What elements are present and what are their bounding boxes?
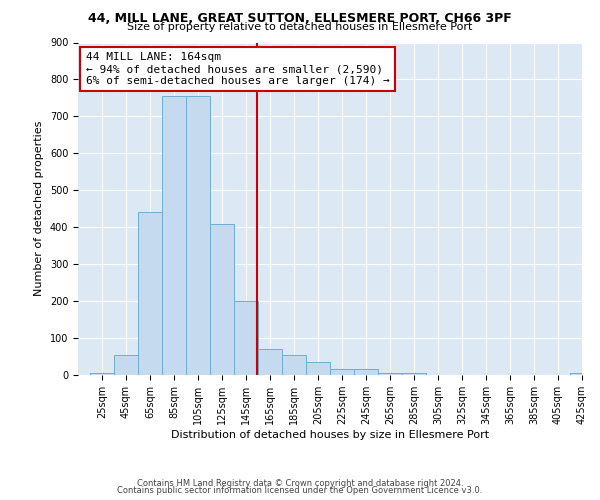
Bar bbox=[331, 370, 354, 375]
Bar bbox=[283, 354, 306, 375]
Text: 44 MILL LANE: 164sqm
← 94% of detached houses are smaller (2,590)
6% of semi-det: 44 MILL LANE: 164sqm ← 94% of detached h… bbox=[86, 52, 389, 86]
Text: Contains public sector information licensed under the Open Government Licence v3: Contains public sector information licen… bbox=[118, 486, 482, 495]
Text: Size of property relative to detached houses in Ellesmere Port: Size of property relative to detached ho… bbox=[127, 22, 473, 32]
Bar bbox=[403, 373, 426, 375]
X-axis label: Distribution of detached houses by size in Ellesmere Port: Distribution of detached houses by size … bbox=[171, 430, 489, 440]
Bar bbox=[211, 224, 234, 375]
Bar bbox=[139, 212, 162, 375]
Bar bbox=[91, 373, 114, 375]
Bar bbox=[187, 96, 210, 375]
Text: 44, MILL LANE, GREAT SUTTON, ELLESMERE PORT, CH66 3PF: 44, MILL LANE, GREAT SUTTON, ELLESMERE P… bbox=[88, 12, 512, 26]
Bar bbox=[235, 301, 258, 375]
Bar bbox=[307, 362, 330, 375]
Bar bbox=[115, 354, 138, 375]
Y-axis label: Number of detached properties: Number of detached properties bbox=[34, 121, 44, 296]
Text: Contains HM Land Registry data © Crown copyright and database right 2024.: Contains HM Land Registry data © Crown c… bbox=[137, 478, 463, 488]
Bar bbox=[379, 373, 402, 375]
Bar bbox=[162, 96, 186, 375]
Bar bbox=[355, 370, 378, 375]
Bar bbox=[571, 373, 594, 375]
Bar bbox=[259, 349, 282, 375]
